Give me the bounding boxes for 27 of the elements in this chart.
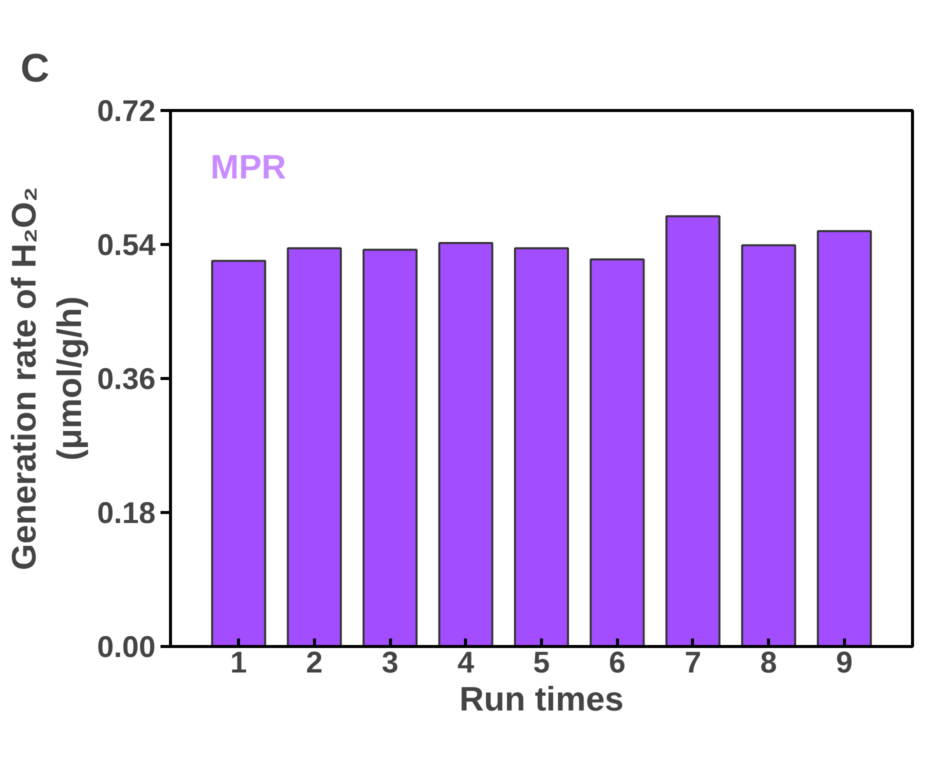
x-axis-title: Run times (459, 680, 624, 718)
bar (211, 260, 266, 646)
bar (362, 248, 418, 646)
bar (438, 242, 494, 646)
bar (816, 230, 872, 646)
y-tick-label: 0.36 (97, 363, 156, 396)
x-tick-label: 5 (533, 646, 550, 680)
annotation: MPR (210, 148, 286, 186)
x-tick-label: 9 (836, 646, 853, 680)
y-tick-label: 0.18 (97, 497, 156, 530)
y-tick-label: 0.54 (97, 229, 156, 262)
x-tick-label: 4 (457, 646, 474, 680)
x-tick-label: 3 (382, 646, 398, 680)
x-tick-label: 6 (608, 646, 626, 680)
x-tick-label: 2 (306, 646, 323, 680)
bar (590, 258, 645, 646)
y-axis-title: Generation rate of H₂O₂ (μmol/g/h) (6, 186, 90, 570)
bar (514, 247, 569, 646)
x-tick-label: 8 (760, 646, 777, 680)
x-tick-label: 7 (684, 646, 702, 680)
bar (741, 244, 796, 646)
bar (665, 215, 720, 646)
bar (286, 247, 342, 646)
text: C (20, 46, 50, 90)
y-tick-label: 0.00 (97, 631, 156, 664)
x-tick-label: 1 (230, 646, 247, 680)
y-tick-label: 0.72 (97, 95, 156, 128)
